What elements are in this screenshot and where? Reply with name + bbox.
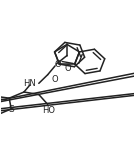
Text: HO: HO — [42, 106, 55, 115]
Text: S: S — [8, 105, 14, 114]
Text: HN: HN — [23, 79, 36, 88]
Text: O: O — [64, 64, 71, 73]
Text: O: O — [55, 60, 61, 69]
Text: O: O — [51, 75, 58, 84]
